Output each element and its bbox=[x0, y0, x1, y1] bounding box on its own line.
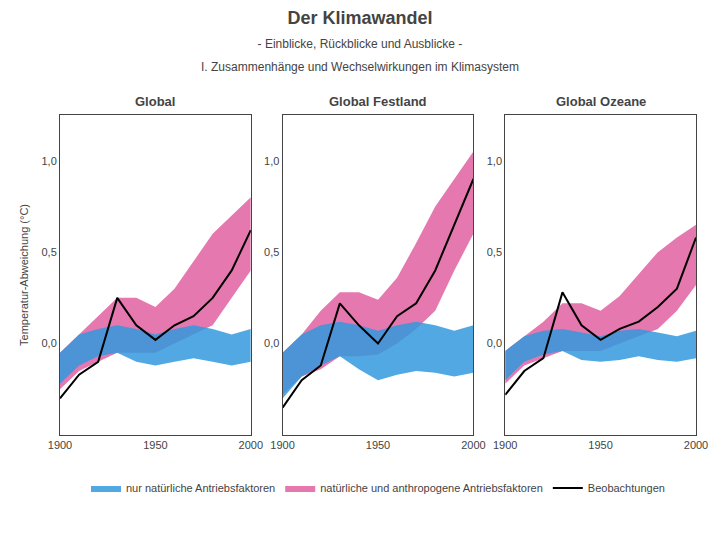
svg-text:1950: 1950 bbox=[143, 439, 167, 451]
svg-text:Global Ozeane: Global Ozeane bbox=[556, 94, 646, 109]
svg-text:nur natürliche Antriebsfaktore: nur natürliche Antriebsfaktoren bbox=[126, 482, 275, 494]
svg-text:0,5: 0,5 bbox=[487, 246, 502, 258]
svg-text:1950: 1950 bbox=[588, 439, 612, 451]
svg-text:0,5: 0,5 bbox=[264, 246, 279, 258]
svg-text:0,0: 0,0 bbox=[264, 337, 279, 349]
svg-text:Der Klimawandel- Einblicke, Rü: Der Klimawandel- Einblicke, Rückblicke u… bbox=[201, 8, 519, 74]
svg-text:1,0: 1,0 bbox=[487, 155, 502, 167]
svg-text:0,0: 0,0 bbox=[42, 337, 57, 349]
svg-text:Global: Global bbox=[135, 94, 175, 109]
svg-text:natürliche und anthropogene An: natürliche und anthropogene Antriebsfakt… bbox=[320, 482, 543, 494]
svg-text:2000: 2000 bbox=[461, 439, 485, 451]
svg-text:1900: 1900 bbox=[493, 439, 517, 451]
svg-text:Global Festland: Global Festland bbox=[329, 94, 427, 109]
svg-text:1,0: 1,0 bbox=[42, 155, 57, 167]
svg-text:0,5: 0,5 bbox=[42, 246, 57, 258]
svg-text:1950: 1950 bbox=[366, 439, 390, 451]
svg-text:1900: 1900 bbox=[48, 439, 72, 451]
svg-text:1900: 1900 bbox=[270, 439, 294, 451]
svg-text:1,0: 1,0 bbox=[264, 155, 279, 167]
svg-text:0,0: 0,0 bbox=[487, 337, 502, 349]
svg-text:Temperatur-Abweichung (°C): Temperatur-Abweichung (°C) bbox=[18, 204, 30, 346]
svg-text:Beobachtungen: Beobachtungen bbox=[588, 482, 665, 494]
svg-text:2000: 2000 bbox=[684, 439, 708, 451]
svg-text:2000: 2000 bbox=[239, 439, 263, 451]
